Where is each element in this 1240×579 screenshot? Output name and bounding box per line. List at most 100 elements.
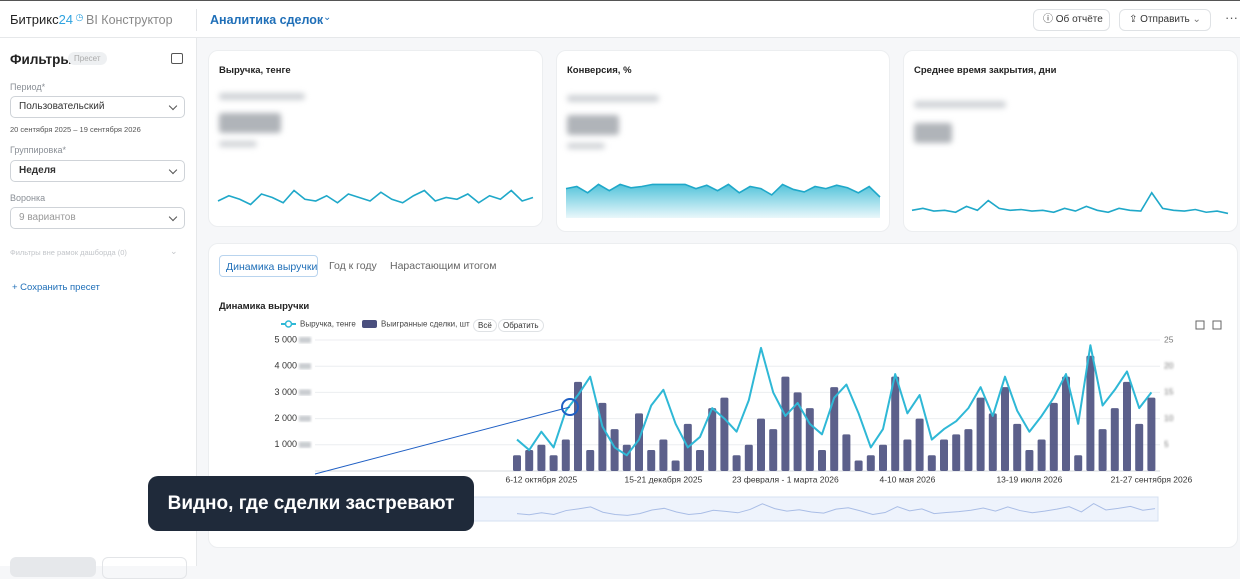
dashboard-chevron[interactable]: ⌄ bbox=[323, 12, 332, 23]
y2-tick-label: 5 bbox=[1164, 439, 1169, 449]
callout-pointer bbox=[314, 406, 571, 475]
period-range: 20 сентября 2025 – 19 сентября 2026 bbox=[10, 125, 141, 134]
tab[interactable]: Год к году bbox=[329, 260, 377, 272]
legend-label[interactable]: Выигранные сделки, шт bbox=[381, 320, 470, 329]
bar bbox=[586, 450, 595, 471]
bar bbox=[866, 455, 875, 471]
bar bbox=[976, 397, 985, 471]
bar bbox=[744, 444, 753, 471]
body: Битрикс24 ◷ BI Конструктор Аналитика сде… bbox=[0, 0, 1240, 566]
external-filters[interactable]: Фильтры вне рамок дашборда (0) bbox=[10, 248, 127, 257]
chart-title: Динамика выручки bbox=[219, 301, 310, 312]
bar bbox=[940, 439, 948, 471]
bar bbox=[1135, 423, 1144, 471]
bar bbox=[1062, 376, 1070, 471]
bar bbox=[537, 444, 546, 471]
zoom-icon[interactable] bbox=[1195, 320, 1205, 330]
y-tick-label: 3 000 bbox=[274, 387, 297, 397]
bar bbox=[647, 450, 656, 471]
page: BI Конструктор {"header": {"brand": "Бит… bbox=[0, 0, 1240, 566]
dashboard-title[interactable]: Аналитика сделок bbox=[210, 13, 324, 27]
legend-invert[interactable]: Обратить bbox=[498, 319, 544, 332]
bar bbox=[574, 381, 582, 471]
bar bbox=[696, 450, 704, 471]
period-select[interactable]: Пользовательский bbox=[10, 96, 185, 118]
bar bbox=[561, 439, 570, 471]
bar bbox=[635, 413, 643, 471]
bar bbox=[1013, 423, 1022, 471]
x-tick-label: 23 февраля - 1 марта 2026 bbox=[732, 474, 839, 484]
bar bbox=[1025, 450, 1034, 471]
callout-box bbox=[148, 476, 474, 531]
line bbox=[516, 344, 1153, 457]
grouping-label: Группировка* bbox=[10, 145, 66, 155]
brand-name: Битрикс bbox=[10, 12, 59, 27]
restore-icon[interactable] bbox=[1212, 320, 1222, 330]
about-label: Об отчёте bbox=[1055, 14, 1103, 25]
y2-tick-label: 20 bbox=[1164, 360, 1174, 370]
collapse-button[interactable] bbox=[171, 53, 183, 64]
legend-select-all[interactable]: Всё bbox=[473, 319, 497, 332]
x-tick-label: 6-12 октября 2025 bbox=[506, 474, 578, 484]
bar bbox=[1123, 381, 1131, 471]
y-tick-label: 2 000 bbox=[274, 413, 297, 423]
funnel-select[interactable]: 9 вариантов bbox=[10, 207, 185, 229]
bar bbox=[854, 460, 863, 471]
y-tick-blur bbox=[299, 441, 311, 448]
legend-label[interactable]: Выручка, тенге bbox=[300, 320, 356, 329]
divider bbox=[196, 9, 197, 31]
more-button[interactable]: ··· bbox=[1225, 10, 1238, 25]
y-tick-blur bbox=[299, 415, 311, 422]
period-label: Период* bbox=[10, 82, 46, 92]
tab[interactable]: Нарастающим итогом bbox=[390, 260, 497, 272]
bar bbox=[818, 450, 826, 471]
product-name: BI Конструктор bbox=[86, 13, 173, 27]
blurred-text bbox=[914, 101, 1006, 108]
sparkline bbox=[911, 191, 1229, 215]
period-value: Пользовательский bbox=[19, 101, 105, 112]
callout-marker bbox=[561, 398, 579, 416]
bar bbox=[830, 387, 839, 471]
y-tick-blur bbox=[299, 389, 311, 396]
bar bbox=[927, 455, 936, 471]
y-tick-label: 4 000 bbox=[274, 361, 297, 371]
kpi-title: Выручка, тенге bbox=[219, 65, 291, 76]
save-preset[interactable]: + Сохранить пресет bbox=[12, 282, 100, 293]
charts-layer: 1 000 2 000 3 000 4 000 5 000 5 10 15 20 25 6-12 о… bbox=[148, 183, 1229, 531]
slider-line bbox=[516, 502, 1156, 516]
bar bbox=[720, 397, 729, 471]
bar bbox=[1147, 397, 1156, 471]
bar bbox=[708, 408, 717, 471]
blurred-value bbox=[219, 113, 281, 133]
bar bbox=[1098, 429, 1107, 471]
bar bbox=[671, 460, 680, 471]
filters-title: Фильтры bbox=[10, 52, 72, 67]
bar bbox=[842, 434, 851, 471]
sparklines bbox=[217, 183, 1229, 218]
grouping-select[interactable]: Неделя bbox=[10, 160, 185, 182]
tab-label: Динамика выручки bbox=[226, 261, 318, 273]
bar bbox=[610, 429, 619, 471]
blurred-text bbox=[567, 143, 605, 149]
bar bbox=[1001, 387, 1009, 471]
send-button[interactable]: ⇪ Отправить ⌄ bbox=[1119, 9, 1211, 31]
bar bbox=[793, 392, 802, 471]
sparkline bbox=[217, 189, 534, 206]
bar bbox=[915, 418, 924, 471]
tab-active[interactable]: Динамика выручки bbox=[219, 255, 318, 277]
bar bbox=[525, 450, 534, 471]
bar bbox=[1074, 455, 1083, 471]
sparkline bbox=[565, 183, 881, 198]
legend-icon bbox=[362, 320, 377, 328]
bar bbox=[513, 455, 521, 471]
bar bbox=[549, 455, 558, 471]
y-tick-label: 1 000 bbox=[274, 439, 297, 449]
y-tick-blur bbox=[299, 337, 311, 343]
x-tick-label: 4-10 мая 2026 bbox=[879, 474, 935, 484]
blurred-value bbox=[567, 115, 619, 135]
y2-tick-label: 15 bbox=[1164, 387, 1174, 397]
grouping-value: Неделя bbox=[19, 165, 56, 176]
about-button[interactable]: ⓘ Об отчёте bbox=[1033, 9, 1110, 31]
top-bar: Битрикс24 ◷ BI Конструктор Аналитика сде… bbox=[0, 0, 1240, 38]
callout-text: Видно, где сделки застревают bbox=[168, 493, 455, 514]
